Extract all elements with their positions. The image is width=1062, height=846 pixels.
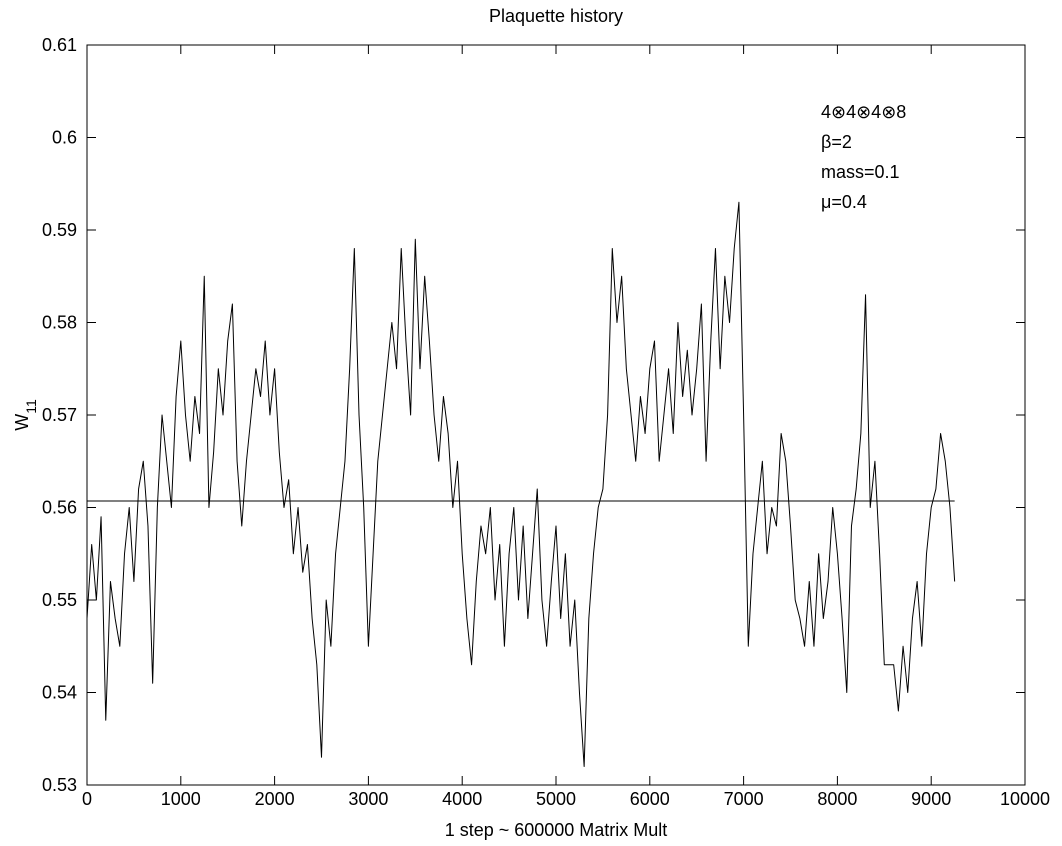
x-tick-label: 7000 [724,789,764,809]
data-line [86,201,956,767]
y-label-main: W [12,414,32,431]
x-tick-label: 1000 [161,789,201,809]
y-label-subscript: 11 [23,399,39,414]
x-tick-label: 9000 [911,789,951,809]
x-axis-label: 1 step ~ 600000 Matrix Mult [445,820,668,840]
y-tick-label: 0.57 [42,405,77,425]
x-tick-label: 2000 [255,789,295,809]
annotation: mass=0.1 [821,162,900,182]
annotation: β=2 [821,132,852,152]
annotation: 4⊗4⊗4⊗8 [821,102,906,122]
x-tick-label: 10000 [1000,789,1050,809]
y-tick-label: 0.53 [42,775,77,795]
x-tick-label: 4000 [442,789,482,809]
x-tick-label: 5000 [536,789,576,809]
y-tick-label: 0.54 [42,683,77,703]
y-tick-label: 0.6 [52,128,77,148]
x-tick-label: 0 [82,789,92,809]
annotation: μ=0.4 [821,192,867,212]
x-tick-label: 6000 [630,789,670,809]
chart-title: Plaquette history [489,6,623,26]
y-axis-label: W11 [12,399,39,431]
x-tick-label: 3000 [348,789,388,809]
y-tick-label: 0.55 [42,590,77,610]
y-tick-label: 0.61 [42,35,77,55]
y-tick-label: 0.58 [42,313,77,333]
y-tick-label: 0.59 [42,220,77,240]
x-tick-label: 8000 [817,789,857,809]
y-tick-label: 0.56 [42,498,77,518]
